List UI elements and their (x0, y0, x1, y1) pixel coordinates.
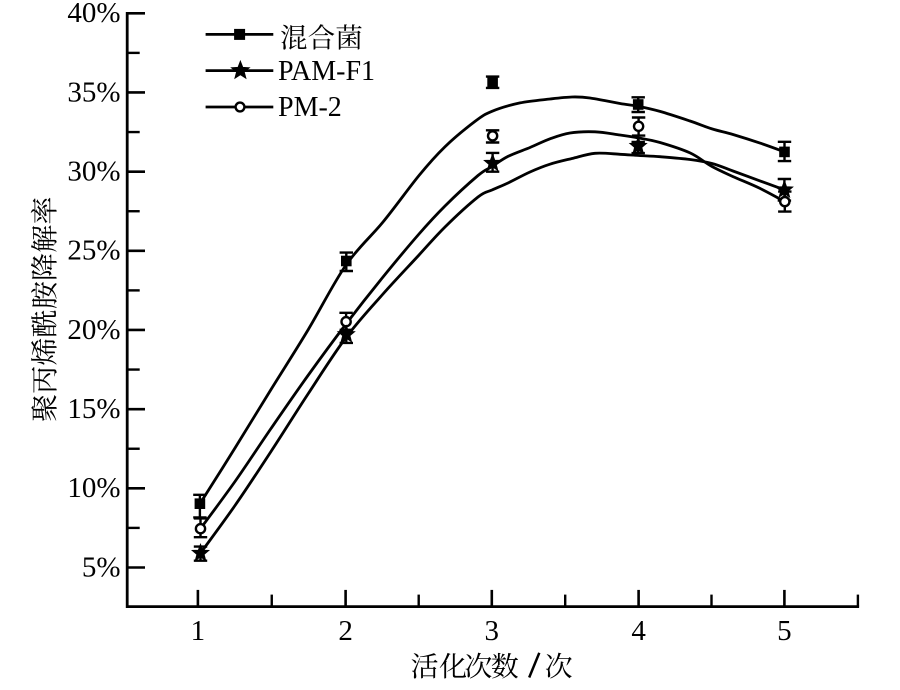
svg-text:PAM-F1: PAM-F1 (278, 56, 375, 87)
svg-text:20%: 20% (67, 314, 120, 346)
svg-text:4: 4 (631, 615, 646, 647)
svg-text:3: 3 (485, 615, 500, 647)
svg-text:5: 5 (777, 615, 792, 647)
svg-text:40%: 40% (67, 0, 120, 29)
svg-text:35%: 35% (67, 76, 120, 108)
svg-text:2: 2 (338, 615, 353, 647)
svg-text:30%: 30% (67, 155, 120, 187)
svg-text:25%: 25% (67, 235, 120, 267)
svg-text:1: 1 (191, 615, 206, 647)
svg-text:PM-2: PM-2 (278, 92, 342, 123)
svg-text:5%: 5% (82, 551, 121, 583)
svg-text:10%: 10% (67, 472, 120, 504)
svg-text:15%: 15% (67, 393, 120, 425)
